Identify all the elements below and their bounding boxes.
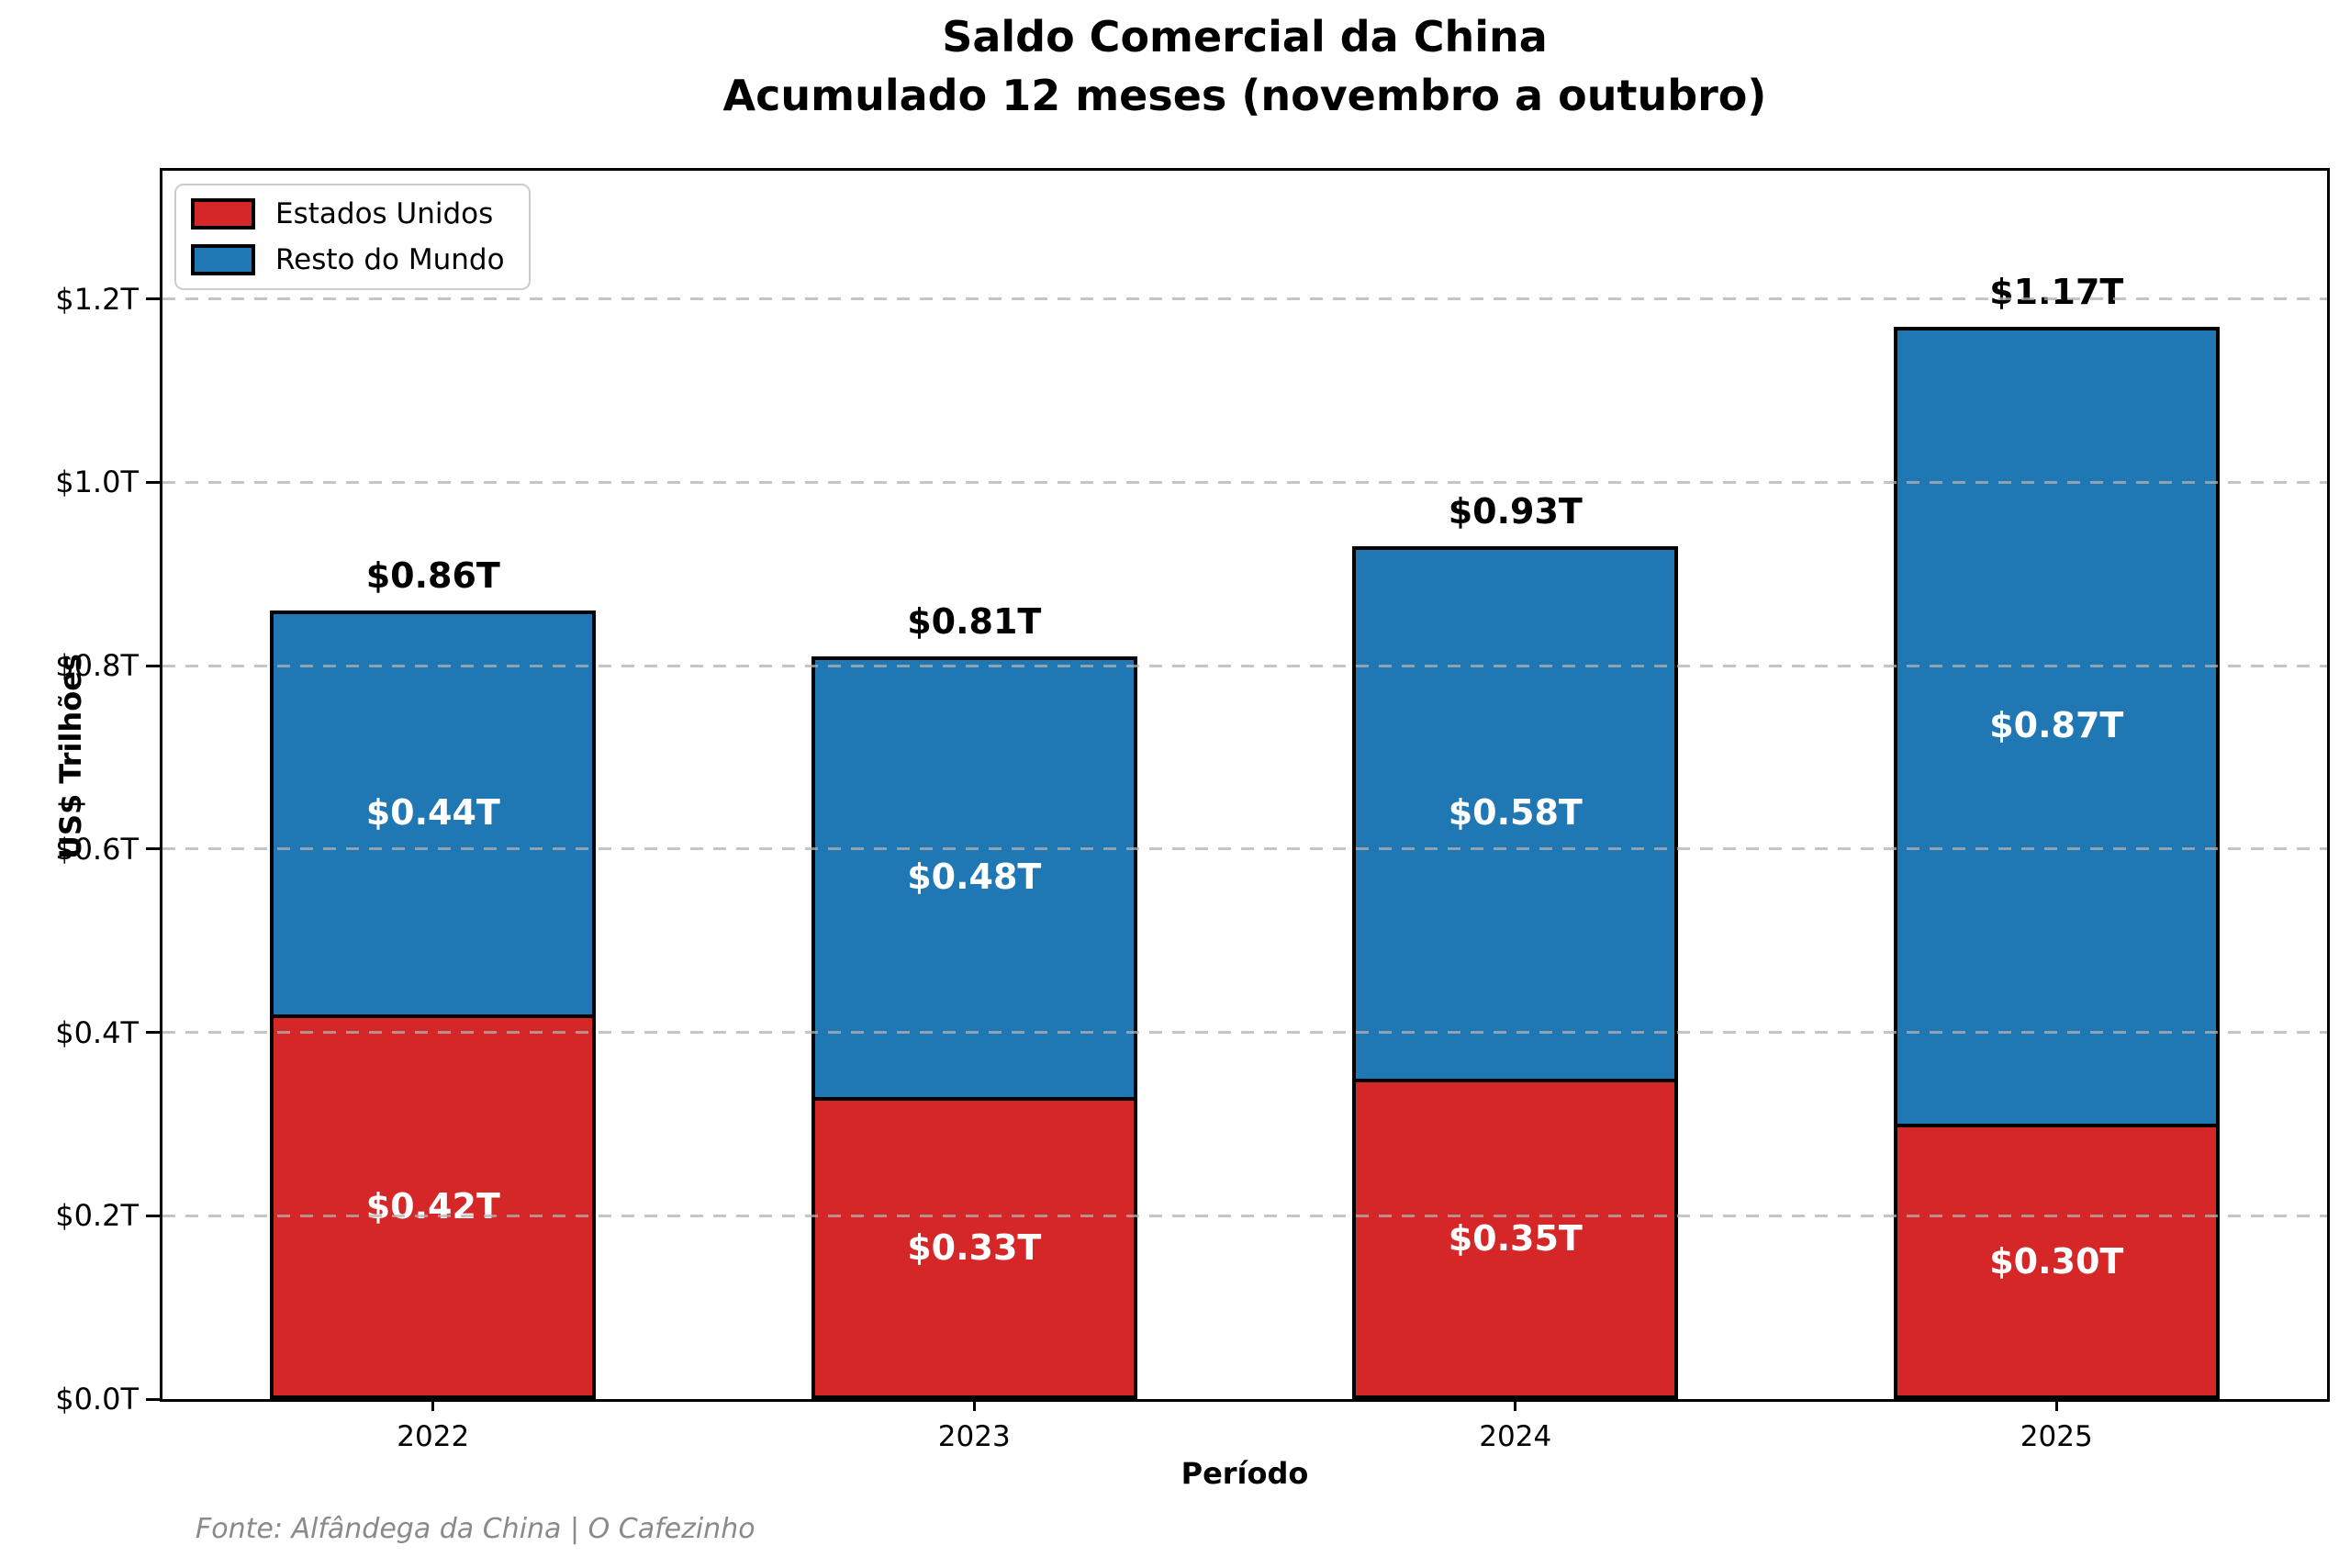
y-tick-label: $1.0T [55, 465, 139, 500]
chart-title: Saldo Comercial da China Acumulado 12 me… [160, 7, 2330, 125]
bar-total-label: $0.81T [907, 601, 1042, 643]
gridline-$0.6T [162, 847, 2327, 851]
y-tick-label: $0.8T [55, 648, 139, 684]
bar-segment-estados-unidos [811, 1096, 1137, 1399]
x-axis-title: Período [1181, 1456, 1309, 1491]
y-tick-label: $0.6T [55, 831, 139, 867]
bar-2024: $0.35T $0.58T $0.93T [1352, 454, 1679, 1399]
bar-total-label: $0.93T [1448, 491, 1583, 532]
y-tick-mark [146, 1397, 160, 1401]
x-tick-label: 2023 [937, 1420, 1011, 1453]
gridline-$0.4T [162, 1031, 2327, 1035]
bar-segment-resto-do-mundo [811, 656, 1137, 1101]
x-tick-mark [431, 1399, 435, 1411]
bar-2023: $0.33T $0.48T $0.81T [811, 565, 1137, 1399]
bar-2022: $0.42T $0.44T $0.86T [270, 519, 597, 1399]
bar-total-label: $1.17T [1989, 271, 2124, 312]
legend-label: Estados Unidos [275, 197, 494, 230]
y-tick-mark [146, 664, 160, 667]
bar-total-label: $0.86T [365, 555, 500, 597]
bar-segment-resto-do-mundo [1893, 326, 2220, 1128]
bar-value-label-estados-unidos: $0.30T [1989, 1241, 2124, 1282]
bar-value-label-estados-unidos: $0.33T [907, 1227, 1042, 1269]
y-tick-mark [146, 1031, 160, 1035]
bar-value-label-resto-do-mundo: $0.48T [907, 856, 1042, 897]
x-tick-mark [2054, 1399, 2058, 1411]
y-tick-label: $0.2T [55, 1198, 139, 1234]
legend-item-resto-do-mundo: Resto do Mundo [191, 243, 505, 276]
bar-segment-estados-unidos [1893, 1124, 2220, 1399]
plot-area: $0.42T $0.44T $0.86T $0.33T $0.48T $0.81T $0.3… [160, 168, 2330, 1402]
x-tick-label: 2024 [1479, 1420, 1552, 1453]
x-tick-mark [972, 1399, 976, 1411]
y-tick-mark [146, 297, 160, 301]
y-tick-mark [146, 480, 160, 484]
bar-segment-estados-unidos [1352, 1078, 1679, 1399]
bar-segment-resto-do-mundo [270, 610, 597, 1018]
y-tick-mark [146, 1214, 160, 1217]
y-tick-mark [146, 847, 160, 851]
x-tick-label: 2022 [397, 1420, 470, 1453]
bar-value-label-resto-do-mundo: $0.44T [365, 791, 500, 833]
bar-2025: $0.30T $0.87T $1.17T [1893, 235, 2220, 1399]
legend-item-estados-unidos: Estados Unidos [191, 197, 505, 230]
gridline-$0.2T [162, 1214, 2327, 1217]
bar-value-label-resto-do-mundo: $0.58T [1448, 791, 1583, 833]
legend-swatch-blue [191, 244, 255, 275]
legend: Estados Unidos Resto do Mundo [174, 184, 531, 290]
x-tick-label: 2025 [2020, 1420, 2093, 1453]
y-tick-label: $0.0T [55, 1382, 139, 1417]
source-note: Fonte: Alfândega da China | O Cafezinho [196, 1513, 755, 1545]
legend-swatch-red [191, 198, 255, 230]
legend-label: Resto do Mundo [275, 243, 505, 276]
gridline-$1.2T [162, 297, 2327, 301]
bar-value-label-resto-do-mundo: $0.87T [1989, 705, 2124, 746]
gridline-$0.8T [162, 664, 2327, 667]
x-tick-mark [1514, 1399, 1517, 1411]
chart-title-line1: Saldo Comercial da China [942, 12, 1548, 62]
bar-segment-estados-unidos [270, 1014, 597, 1399]
y-tick-label: $0.4T [55, 1014, 139, 1050]
gridline-$1.0T [162, 481, 2327, 484]
bar-value-label-estados-unidos: $0.35T [1448, 1218, 1583, 1260]
y-tick-label: $1.2T [55, 281, 139, 317]
bar-segment-resto-do-mundo [1352, 546, 1679, 1082]
bar-value-label-estados-unidos: $0.42T [365, 1186, 500, 1227]
chart-title-line2: Acumulado 12 meses (novembro a outubro) [722, 71, 1767, 120]
